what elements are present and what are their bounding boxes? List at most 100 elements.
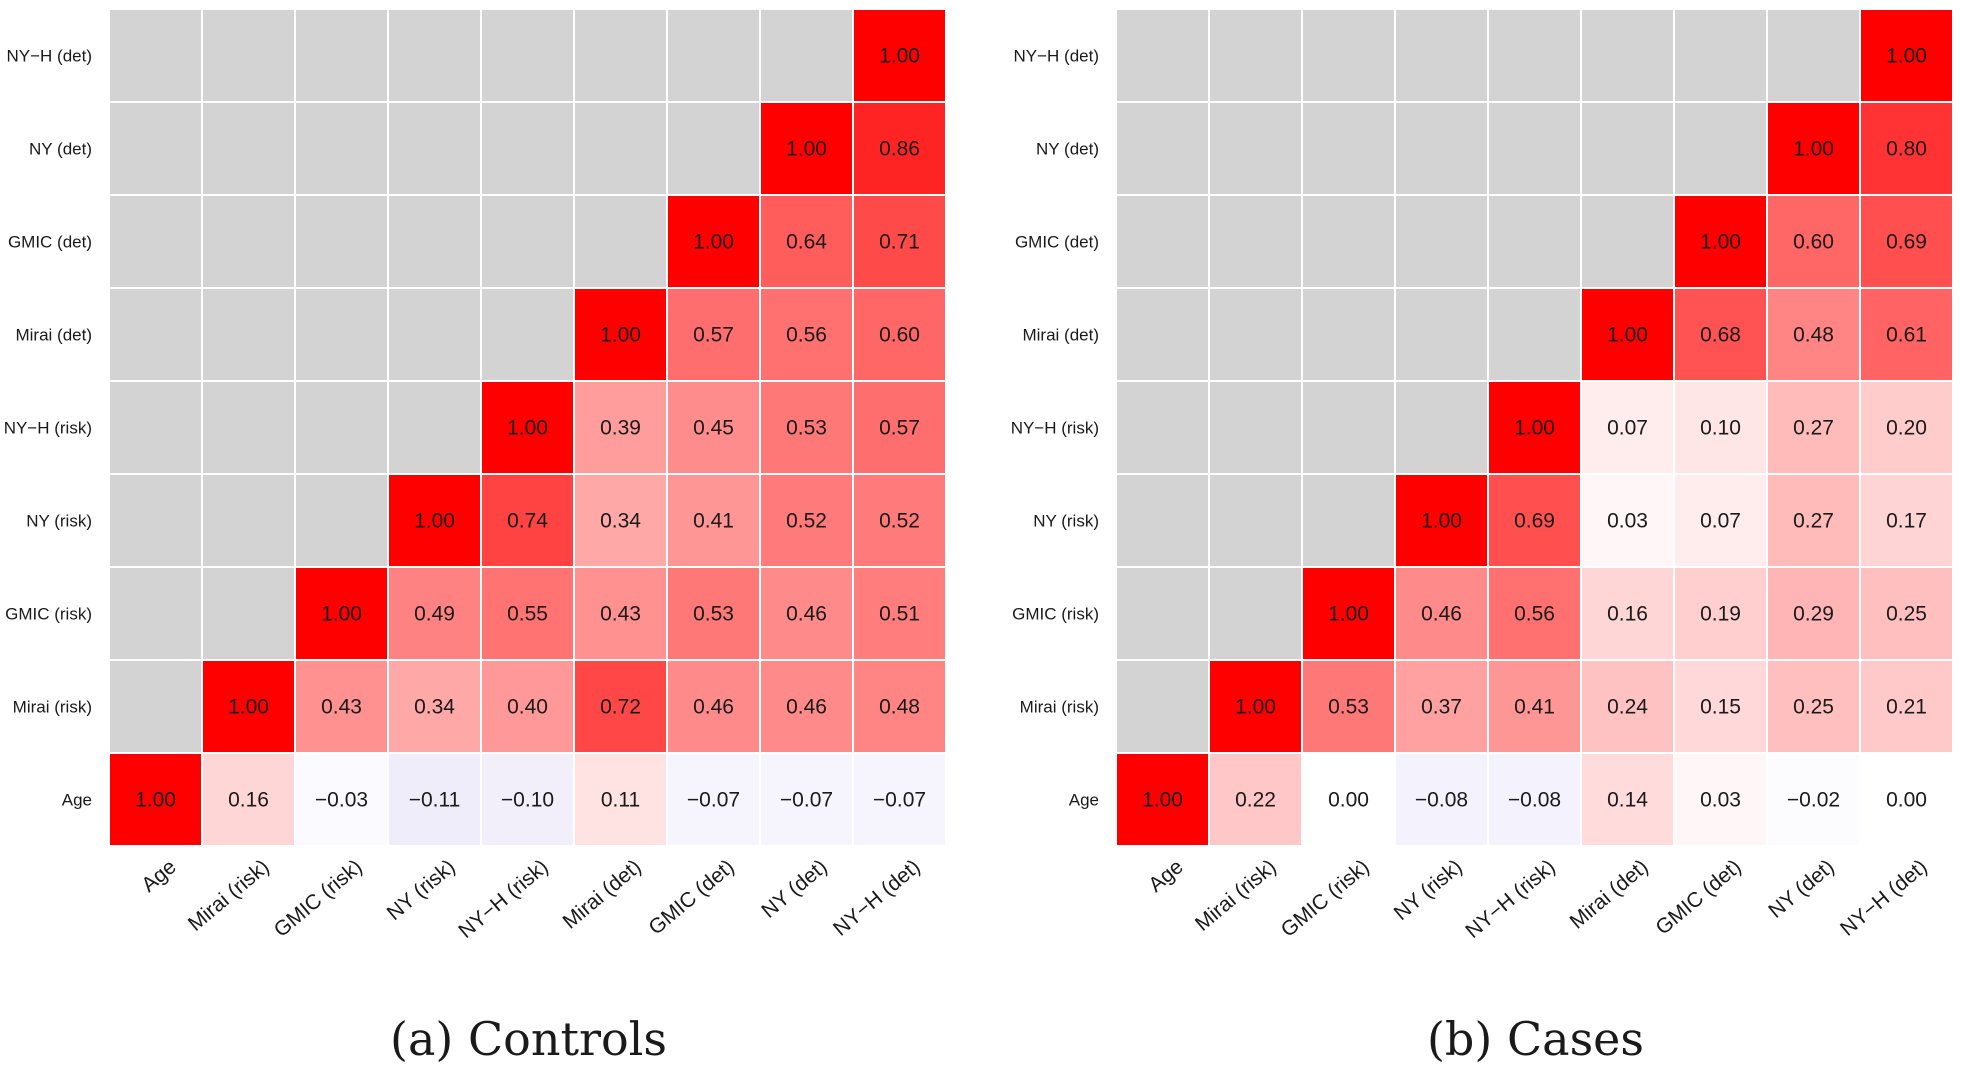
- cell-value-label: 1.00: [1235, 696, 1276, 719]
- masked-cell: [203, 196, 294, 287]
- x-tick-label: Mirai (det): [559, 855, 646, 933]
- masked-cell: [482, 103, 573, 194]
- heatmap-cell: [1117, 754, 1208, 845]
- heatmap-cell: [1768, 103, 1859, 194]
- heatmap-cell: [1303, 568, 1394, 659]
- heatmap-cell: [1210, 661, 1301, 752]
- heatmap-cell: [1861, 10, 1952, 101]
- masked-cell: [389, 103, 480, 194]
- y-tick-label: Mirai (det): [1022, 326, 1099, 345]
- cell-value-label: −0.08: [1508, 789, 1561, 812]
- masked-cell: [1396, 103, 1487, 194]
- masked-cell: [296, 289, 387, 380]
- masked-cell: [1210, 196, 1301, 287]
- cell-value-label: 0.00: [1328, 789, 1369, 812]
- masked-cell: [1117, 661, 1208, 752]
- x-tick-label: Age: [137, 855, 180, 897]
- masked-cell: [296, 103, 387, 194]
- masked-cell: [296, 10, 387, 101]
- heatmap-cell: [1303, 754, 1394, 845]
- cell-value-label: 0.57: [879, 417, 920, 440]
- heatmap-cell: [575, 289, 666, 380]
- heatmap-cell: [1768, 289, 1859, 380]
- masked-cell: [1582, 196, 1673, 287]
- heatmap-cell: [761, 754, 852, 845]
- masked-cell: [1210, 382, 1301, 473]
- heatmap-cell: [761, 289, 852, 380]
- masked-cell: [296, 196, 387, 287]
- heatmap-cell: [854, 382, 945, 473]
- cell-value-label: 1.00: [1700, 231, 1741, 254]
- x-tick-label: Mirai (risk): [1191, 855, 1281, 936]
- heatmap-cell: [854, 289, 945, 380]
- masked-cell: [1117, 568, 1208, 659]
- masked-cell: [1210, 475, 1301, 566]
- cell-value-label: 0.17: [1886, 510, 1927, 533]
- cell-value-label: −0.10: [501, 789, 554, 812]
- masked-cell: [110, 568, 201, 659]
- heatmap-cell: [1675, 754, 1766, 845]
- cell-value-label: 0.52: [786, 510, 827, 533]
- cell-value-label: 1.00: [1421, 510, 1462, 533]
- masked-cell: [1117, 103, 1208, 194]
- x-tick-label: NY (risk): [1390, 855, 1467, 925]
- heatmap-cell: [1582, 475, 1673, 566]
- cell-value-label: 0.55: [507, 603, 548, 626]
- masked-cell: [1303, 103, 1394, 194]
- y-tick-label: GMIC (det): [8, 233, 92, 252]
- masked-cell: [575, 10, 666, 101]
- masked-cell: [761, 10, 852, 101]
- heatmap-cell: [1675, 475, 1766, 566]
- cell-value-label: 0.56: [786, 324, 827, 347]
- masked-cell: [1117, 196, 1208, 287]
- cell-value-label: 0.24: [1607, 696, 1648, 719]
- heatmap-cell: [1582, 289, 1673, 380]
- heatmap-cell: [854, 10, 945, 101]
- masked-cell: [1489, 103, 1580, 194]
- masked-cell: [1117, 289, 1208, 380]
- cell-value-label: 0.64: [786, 231, 827, 254]
- cell-value-label: 0.72: [600, 696, 641, 719]
- cell-value-label: 0.11: [601, 789, 640, 812]
- heatmap-cell: [668, 661, 759, 752]
- heatmap-cell: [1675, 382, 1766, 473]
- heatmap-cell: [1675, 568, 1766, 659]
- y-tick-label: NY−H (risk): [1011, 419, 1099, 438]
- x-tick-label: GMIC (det): [1651, 855, 1745, 939]
- cell-value-label: −0.07: [873, 789, 926, 812]
- cell-value-label: 0.86: [879, 138, 920, 161]
- heatmap-cell: [668, 382, 759, 473]
- heatmap-cell: [482, 754, 573, 845]
- heatmap-cell: [203, 661, 294, 752]
- cell-value-label: 0.80: [1886, 138, 1927, 161]
- cell-value-label: 1.00: [1142, 789, 1183, 812]
- masked-cell: [1396, 196, 1487, 287]
- y-tick-label: Age: [62, 791, 92, 810]
- cell-value-label: 0.34: [600, 510, 641, 533]
- panel-controls: 1.00 0.16 −0.03 −0.11 −0.10 0.11 −0.07 −0.07 −0.…: [4, 10, 945, 1066]
- masked-cell: [575, 103, 666, 194]
- y-tick-label: NY−H (risk): [4, 419, 92, 438]
- heatmap-cell: [1396, 661, 1487, 752]
- cell-value-label: −0.08: [1415, 789, 1468, 812]
- masked-cell: [1396, 10, 1487, 101]
- x-tick-label: NY (det): [757, 855, 831, 923]
- heatmap-cell: [668, 196, 759, 287]
- heatmap-cell: [389, 568, 480, 659]
- cell-value-label: 0.43: [321, 696, 362, 719]
- masked-cell: [203, 10, 294, 101]
- heatmap-cell: [1768, 661, 1859, 752]
- cell-value-label: 0.39: [600, 417, 641, 440]
- x-tick-label: Mirai (det): [1566, 855, 1653, 933]
- x-tick-label: GMIC (det): [644, 855, 738, 939]
- masked-cell: [1303, 196, 1394, 287]
- x-tick-label: NY−H (det): [829, 855, 925, 941]
- masked-cell: [482, 196, 573, 287]
- heatmap-cell: [1582, 661, 1673, 752]
- masked-cell: [1303, 10, 1394, 101]
- cell-value-label: 0.60: [879, 324, 920, 347]
- heatmap-cell: [761, 196, 852, 287]
- masked-cell: [110, 475, 201, 566]
- cell-value-label: 0.49: [414, 603, 455, 626]
- cell-value-label: 1.00: [1886, 45, 1927, 68]
